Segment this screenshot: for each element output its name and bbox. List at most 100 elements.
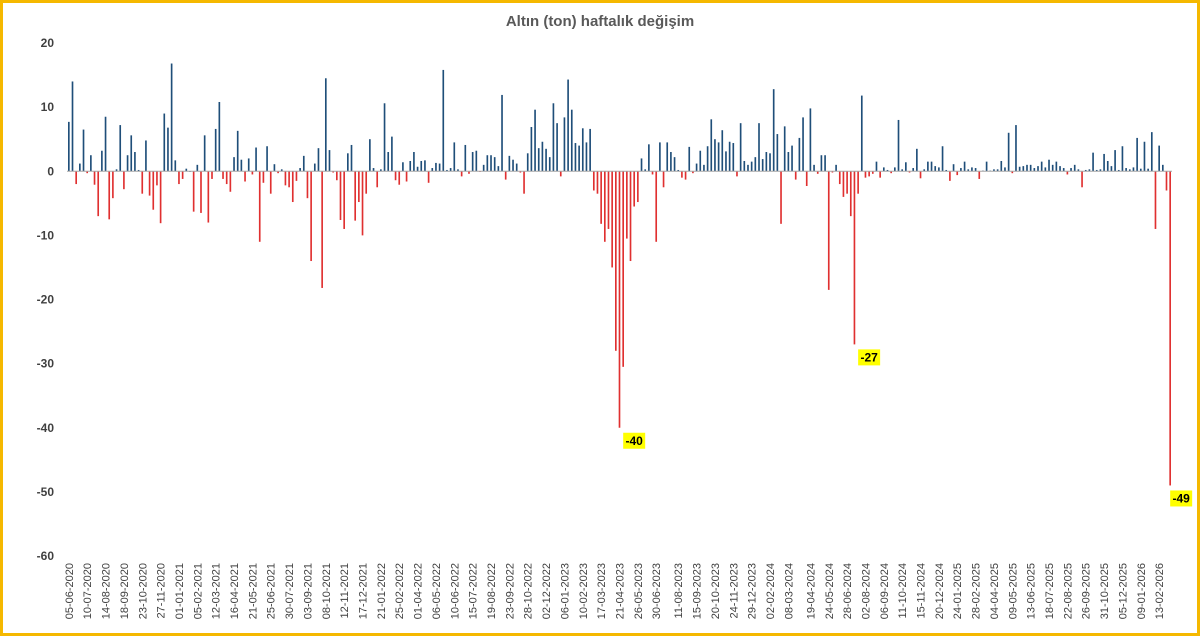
bar [141, 171, 144, 194]
bar [732, 143, 735, 172]
bar [1026, 164, 1028, 172]
annotation-label: -40 [626, 434, 644, 448]
bar [996, 169, 999, 172]
bar [1084, 169, 1087, 172]
bar [651, 171, 654, 175]
bar [130, 135, 133, 172]
bar [754, 157, 757, 172]
bar [269, 171, 272, 194]
bar [1029, 164, 1032, 172]
bar [971, 167, 973, 172]
bar [247, 158, 250, 172]
bar [302, 155, 305, 172]
x-tick-label: 28-10-2022 [523, 563, 535, 619]
bar [93, 171, 96, 185]
annotation-label: -27 [860, 350, 878, 364]
x-tick-label: 15-07-2022 [468, 563, 480, 619]
bar [339, 171, 342, 220]
x-tick-label: 21-01-2022 [376, 563, 388, 619]
bar [570, 109, 573, 172]
bar [974, 168, 977, 172]
bar [236, 130, 239, 172]
x-tick-label: 21-04-2023 [615, 563, 627, 619]
bar [776, 134, 779, 172]
bar [398, 171, 401, 185]
x-tick-label: 02-12-2022 [541, 563, 553, 619]
y-tick-label: -50 [37, 485, 55, 499]
bar [537, 148, 540, 172]
bar [486, 155, 489, 172]
bar [548, 157, 551, 172]
bar [134, 152, 136, 172]
bar [1169, 171, 1171, 486]
bar [941, 146, 944, 172]
bar [1099, 169, 1102, 172]
x-tick-label: 17-03-2023 [596, 563, 608, 619]
bar [952, 164, 955, 172]
bar [387, 152, 390, 172]
bar [402, 162, 404, 172]
bar [468, 171, 470, 174]
bar [618, 171, 621, 428]
bar [1070, 168, 1072, 172]
bar [699, 150, 702, 172]
bar [299, 168, 301, 172]
bar [637, 171, 639, 203]
bar [530, 127, 533, 172]
bar [369, 139, 371, 172]
bar [86, 171, 89, 174]
bar [813, 164, 815, 172]
x-tick-label: 18-07-2025 [1044, 563, 1056, 619]
bar [1077, 169, 1080, 172]
bar [119, 125, 122, 172]
x-tick-label: 21-05-2021 [247, 563, 259, 619]
x-tick-label: 02-08-2024 [860, 563, 872, 619]
bar [629, 171, 632, 262]
bar [1095, 169, 1098, 172]
bar [670, 152, 672, 172]
x-tick-label: 26-09-2025 [1081, 563, 1093, 619]
bar [137, 169, 140, 172]
bars [68, 63, 1171, 486]
bar [497, 166, 500, 172]
bar [633, 171, 636, 207]
x-tick-label: 06-05-2022 [431, 563, 443, 619]
x-tick-label: 11-08-2023 [673, 563, 685, 618]
bar [251, 171, 254, 175]
x-tick-label: 13-06-2025 [1026, 563, 1038, 619]
x-tick-label: 30-07-2021 [284, 563, 296, 619]
bar [1073, 164, 1076, 172]
bar [677, 169, 680, 172]
bar [1015, 125, 1017, 172]
bar [534, 109, 536, 172]
bar [313, 163, 316, 172]
chart-title: Altın (ton) haftalık değişim [506, 13, 694, 30]
bar [1051, 164, 1054, 172]
bar [222, 171, 224, 179]
bar [490, 155, 492, 172]
bar [842, 171, 845, 197]
bar [358, 171, 360, 203]
bar [115, 169, 118, 172]
y-tick-label: 0 [47, 164, 54, 178]
bar [541, 141, 544, 172]
x-tick-label: 12-11-2021 [339, 563, 351, 618]
x-tick-label: 08-10-2021 [321, 563, 333, 619]
bar [214, 128, 217, 172]
bar [145, 140, 147, 172]
bar [985, 161, 988, 172]
bar [266, 146, 268, 172]
bar [879, 171, 881, 178]
bar [200, 171, 202, 213]
bar [666, 142, 669, 172]
bar [949, 171, 951, 181]
bar [97, 171, 100, 217]
x-tick-label: 16-04-2021 [229, 563, 241, 619]
bar [321, 171, 323, 288]
bar [882, 167, 885, 172]
y-tick-label: -40 [37, 421, 55, 435]
bar [508, 155, 511, 172]
bar [798, 137, 801, 172]
x-tick-label: 09-05-2025 [1007, 563, 1019, 619]
bar [380, 169, 382, 172]
